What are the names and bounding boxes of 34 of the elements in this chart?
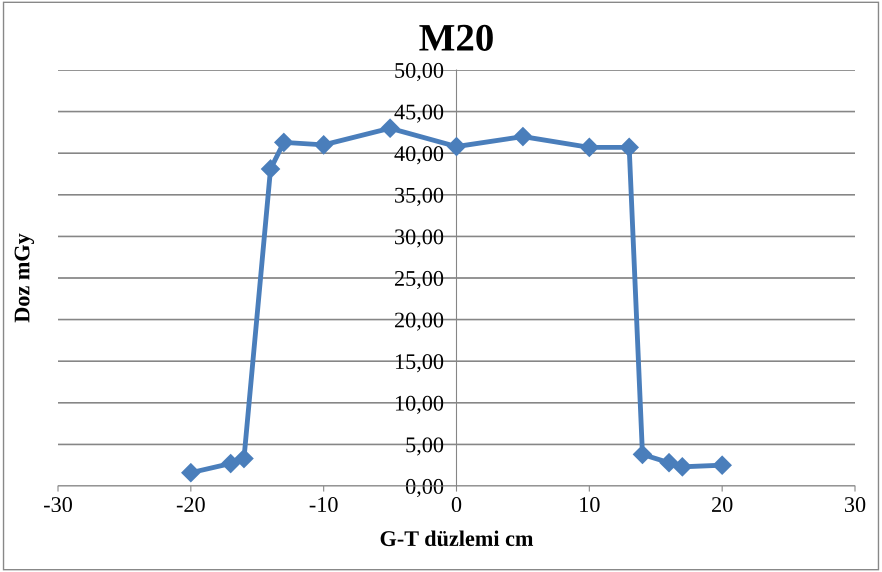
point xyxy=(181,463,200,482)
point xyxy=(314,135,334,154)
chart-title: M20 xyxy=(419,24,493,51)
point xyxy=(620,138,639,157)
y-tick-label: 25,00 xyxy=(394,270,444,290)
y-tick-label: 50,00 xyxy=(395,62,444,82)
y-axis-title: Doz mGy xyxy=(14,233,34,322)
point xyxy=(274,132,294,152)
x-axis-title: G-T düzlemi cm xyxy=(380,530,534,546)
x-tick-label: 30 xyxy=(844,497,866,512)
y-tick-label: 45,00 xyxy=(394,104,444,123)
point xyxy=(580,138,599,157)
y-tick-label: 40,00 xyxy=(394,146,444,164)
point xyxy=(513,127,532,146)
x-tick-label: 0 xyxy=(452,497,462,512)
x-tick-label: 10 xyxy=(580,497,600,512)
y-tick-label: 5,00 xyxy=(406,437,444,456)
x-tick-label: -20 xyxy=(176,497,205,512)
point xyxy=(234,449,254,468)
x-tick-label: 20 xyxy=(712,497,732,512)
point xyxy=(446,137,466,156)
y-tick-label: 10,00 xyxy=(396,396,444,414)
point xyxy=(221,454,240,474)
y-tick-label: 35,00 xyxy=(395,188,444,206)
x-tick-label: -30 xyxy=(44,497,72,512)
y-tick-label: 30,00 xyxy=(395,229,444,248)
point xyxy=(660,453,679,472)
point xyxy=(672,457,692,476)
point xyxy=(632,444,652,464)
point xyxy=(261,159,280,179)
x-tick-label: -10 xyxy=(310,497,338,512)
y-tick-label: 15,00 xyxy=(396,354,444,372)
point xyxy=(712,456,732,475)
y-tick-label: 20,00 xyxy=(394,312,444,331)
